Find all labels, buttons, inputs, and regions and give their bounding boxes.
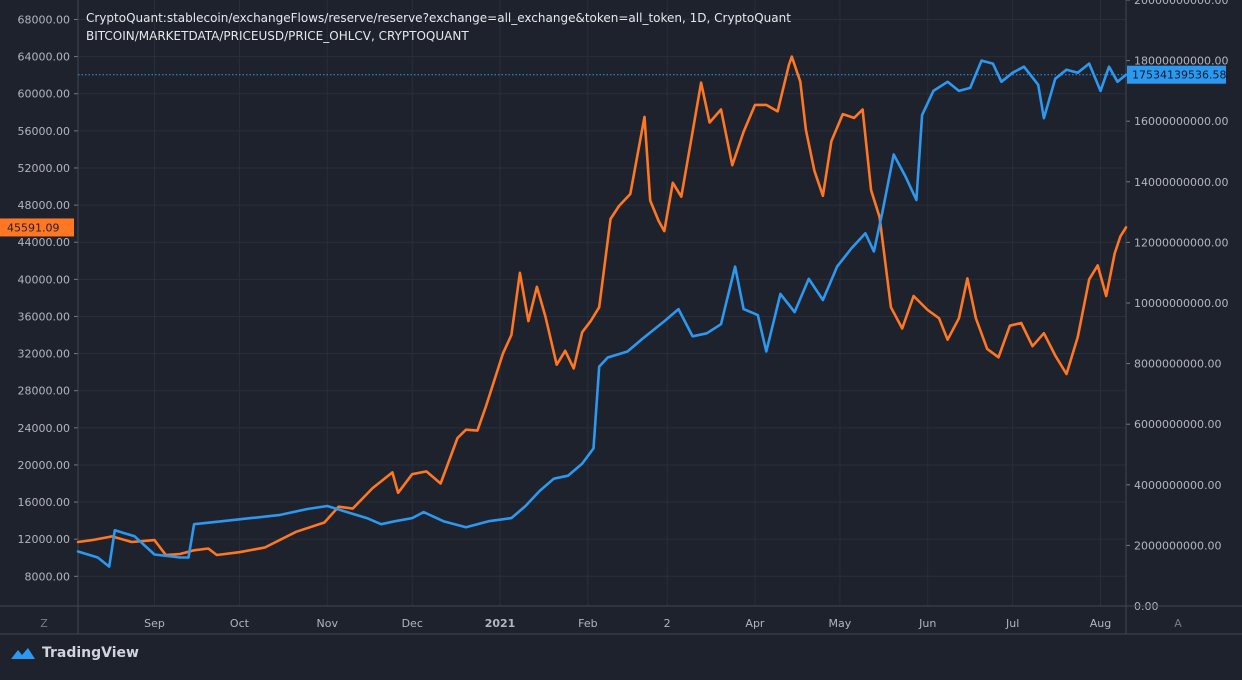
left-tick-label: 60000.00 (18, 88, 71, 101)
x-tick-label: Dec (402, 617, 423, 630)
x-tick-label: May (829, 617, 852, 630)
left-tick-label: 32000.00 (18, 348, 71, 361)
x-tick-label: 2021 (485, 617, 516, 630)
left-tick-label: 20000.00 (18, 459, 71, 472)
right-tick-label: 16000000000.00 (1134, 115, 1228, 128)
tradingview-logo-icon (11, 648, 35, 659)
left-tick-label: 24000.00 (18, 422, 71, 435)
left-tick-label: 36000.00 (18, 310, 71, 323)
stablecoin-reserve-line (76, 59, 1128, 568)
left-tick-label: 28000.00 (18, 385, 71, 398)
right-tick-label: 2000000000.00 (1134, 539, 1221, 552)
tradingview-watermark[interactable]: TradingView (10, 645, 139, 661)
corner-right-label[interactable]: A (1174, 617, 1182, 630)
right-tick-label: 8000000000.00 (1134, 358, 1221, 371)
tradingview-brand: TradingView (42, 645, 139, 661)
left-tick-label: 40000.00 (18, 273, 71, 286)
x-tick-label: Apr (745, 617, 765, 630)
legend-line-1: CryptoQuant:stablecoin/exchangeFlows/res… (86, 11, 791, 25)
btc-price-line (76, 55, 1128, 557)
left-last-value-badge (0, 218, 74, 237)
left-tick-label: 16000.00 (18, 496, 71, 509)
x-tick-label: Feb (578, 617, 597, 630)
legend-line-2: BITCOIN/MARKETDATA/PRICEUSD/PRICE_OHLCV,… (86, 29, 469, 43)
x-tick-label: Oct (230, 617, 250, 630)
right-tick-label: 12000000000.00 (1134, 236, 1228, 249)
x-tick-label: Sep (144, 617, 165, 630)
x-tick-label: Jul (1005, 617, 1019, 630)
left-tick-label: 8000.00 (25, 570, 71, 583)
corner-left-label[interactable]: Z (40, 617, 48, 630)
left-tick-label: 64000.00 (18, 51, 71, 64)
left-last-value-label: 45591.09 (7, 221, 60, 234)
left-tick-label: 52000.00 (18, 162, 71, 175)
left-tick-label: 56000.00 (18, 125, 71, 138)
right-tick-label: 14000000000.00 (1134, 176, 1228, 189)
right-tick-label: 6000000000.00 (1134, 418, 1221, 431)
x-tick-label: Jun (918, 617, 936, 630)
x-tick-label: Aug (1090, 617, 1111, 630)
right-last-value-badge (1127, 65, 1226, 84)
left-tick-label: 12000.00 (18, 533, 71, 546)
x-tick-label: 2 (664, 617, 671, 630)
left-tick-label: 48000.00 (18, 199, 71, 212)
left-tick-label: 44000.00 (18, 236, 71, 249)
right-tick-label: 10000000000.00 (1134, 297, 1228, 310)
right-tick-label: 20000000000.00 (1134, 0, 1228, 7)
right-last-value-label: 17534139536.58 (1132, 69, 1226, 82)
right-tick-label: 4000000000.00 (1134, 479, 1221, 492)
x-tick-label: Nov (317, 617, 339, 630)
right-tick-label: 18000000000.00 (1134, 55, 1228, 68)
left-tick-label: 68000.00 (18, 13, 71, 26)
